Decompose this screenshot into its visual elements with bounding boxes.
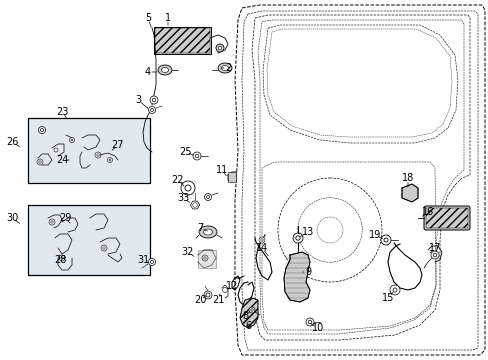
Circle shape [206, 195, 209, 198]
Circle shape [259, 237, 264, 243]
Circle shape [250, 309, 253, 311]
FancyBboxPatch shape [423, 206, 469, 230]
Circle shape [152, 98, 156, 102]
Circle shape [248, 307, 254, 313]
Circle shape [292, 233, 303, 243]
Text: 16: 16 [421, 207, 433, 217]
Ellipse shape [161, 68, 168, 72]
Circle shape [39, 161, 41, 163]
Text: 2: 2 [224, 63, 231, 73]
Circle shape [218, 46, 222, 50]
Ellipse shape [199, 226, 217, 238]
Circle shape [37, 159, 43, 165]
Text: 3: 3 [135, 95, 141, 105]
Circle shape [203, 257, 206, 259]
Text: 11: 11 [215, 165, 228, 175]
Text: 30: 30 [6, 213, 18, 223]
Circle shape [148, 107, 155, 113]
Text: 5: 5 [144, 13, 151, 23]
Text: 4: 4 [144, 67, 151, 77]
Text: 28: 28 [54, 255, 66, 265]
Circle shape [184, 185, 191, 191]
Polygon shape [284, 252, 309, 302]
FancyBboxPatch shape [154, 27, 210, 54]
Circle shape [389, 285, 399, 295]
Circle shape [181, 181, 195, 195]
Circle shape [39, 126, 45, 134]
Circle shape [216, 44, 224, 52]
Ellipse shape [158, 65, 172, 75]
Text: 20: 20 [193, 295, 206, 305]
Circle shape [192, 203, 197, 207]
Circle shape [260, 239, 263, 241]
Circle shape [383, 238, 387, 242]
Text: 21: 21 [211, 295, 224, 305]
Circle shape [205, 293, 209, 297]
Ellipse shape [203, 229, 212, 235]
Polygon shape [401, 184, 417, 202]
Text: 7: 7 [197, 223, 203, 233]
Circle shape [295, 236, 300, 240]
Polygon shape [227, 172, 236, 182]
Circle shape [193, 152, 201, 160]
Text: 1: 1 [164, 13, 171, 23]
Circle shape [307, 320, 311, 324]
Circle shape [430, 251, 438, 259]
Text: 25: 25 [179, 147, 191, 157]
Circle shape [148, 258, 155, 266]
Circle shape [432, 253, 436, 257]
Circle shape [202, 255, 207, 261]
Circle shape [95, 152, 101, 158]
Text: 23: 23 [56, 107, 68, 117]
Text: 15: 15 [381, 293, 393, 303]
Circle shape [107, 158, 112, 162]
Ellipse shape [221, 66, 228, 71]
Circle shape [102, 247, 105, 249]
Text: 32: 32 [182, 247, 194, 257]
Circle shape [204, 194, 211, 201]
Circle shape [101, 245, 107, 251]
Ellipse shape [218, 63, 231, 73]
Text: 19: 19 [368, 230, 380, 240]
Circle shape [97, 154, 99, 156]
Text: 10: 10 [311, 323, 324, 333]
Circle shape [203, 291, 212, 299]
Polygon shape [240, 298, 258, 328]
FancyBboxPatch shape [28, 118, 150, 183]
Circle shape [71, 139, 73, 141]
Circle shape [69, 138, 74, 143]
Text: 6: 6 [244, 321, 250, 331]
Text: 33: 33 [177, 193, 189, 203]
Text: 29: 29 [59, 213, 71, 223]
Text: 13: 13 [301, 227, 313, 237]
Circle shape [61, 257, 63, 259]
Circle shape [195, 154, 199, 158]
Circle shape [150, 96, 158, 104]
Circle shape [59, 255, 65, 261]
Circle shape [305, 318, 313, 326]
Text: 31: 31 [137, 255, 149, 265]
Text: 17: 17 [428, 243, 440, 253]
Circle shape [380, 235, 390, 245]
Text: 12: 12 [225, 281, 238, 291]
Circle shape [49, 219, 55, 225]
Polygon shape [198, 250, 216, 268]
Text: 22: 22 [171, 175, 184, 185]
Circle shape [150, 261, 153, 264]
Circle shape [150, 108, 153, 112]
Text: 8: 8 [242, 311, 247, 321]
Circle shape [51, 221, 53, 223]
Text: 18: 18 [401, 173, 413, 183]
Text: 27: 27 [112, 140, 124, 150]
Text: 24: 24 [56, 155, 68, 165]
Text: 9: 9 [305, 267, 310, 277]
Circle shape [54, 148, 58, 152]
Text: 26: 26 [6, 137, 18, 147]
Circle shape [222, 288, 227, 292]
Circle shape [41, 129, 43, 131]
FancyBboxPatch shape [28, 205, 150, 275]
Text: 14: 14 [255, 243, 267, 253]
Circle shape [109, 159, 111, 161]
Circle shape [392, 288, 396, 292]
